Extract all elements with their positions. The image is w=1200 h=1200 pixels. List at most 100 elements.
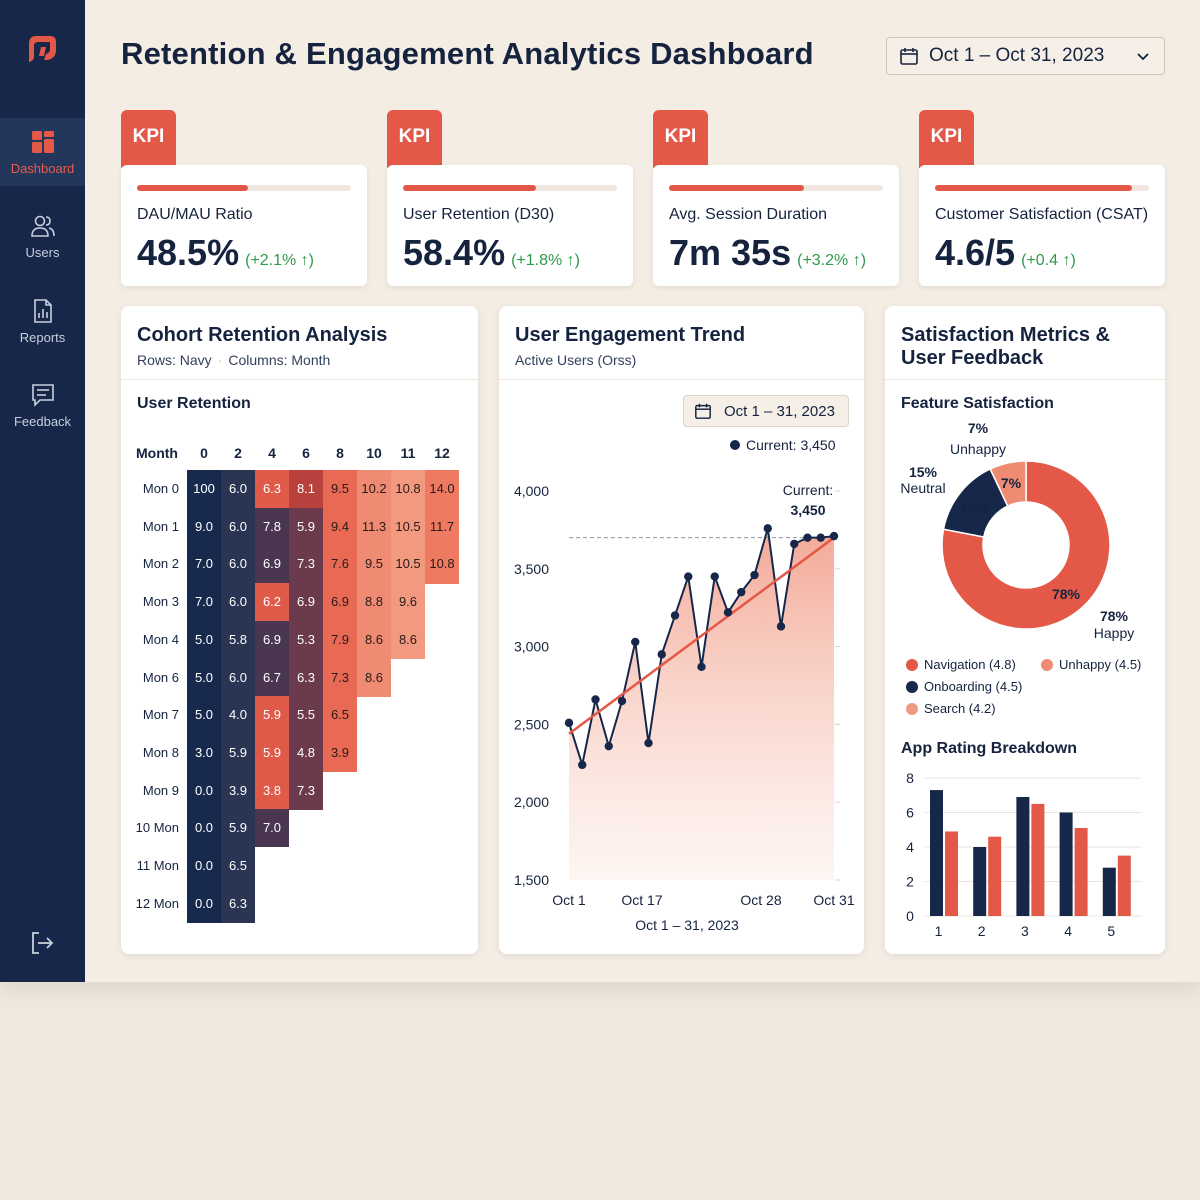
heatmap-cell[interactable]: 0.0 xyxy=(187,809,221,848)
sidebar-item-label: Feedback xyxy=(13,413,72,429)
app-logo-icon[interactable] xyxy=(24,30,62,68)
heatmap-cell[interactable]: 5.3 xyxy=(289,620,323,659)
heatmap-cell[interactable]: 7.9 xyxy=(323,620,357,659)
chip-date-label: Oct 1 – 31, 2023 xyxy=(724,402,835,420)
heatmap-cell[interactable]: 5.0 xyxy=(187,620,221,659)
heatmap-cell[interactable]: 11.7 xyxy=(425,507,459,546)
heatmap-cell[interactable]: 6.5 xyxy=(221,847,255,886)
heatmap-cell[interactable]: 7.3 xyxy=(289,545,323,584)
logout-icon[interactable] xyxy=(29,930,55,956)
heatmap-cell[interactable]: 10.8 xyxy=(391,470,425,509)
users-icon xyxy=(30,215,55,237)
heatmap-cell[interactable]: 4.8 xyxy=(289,733,323,773)
kpi-progress-track xyxy=(669,185,883,191)
legend-label: Navigation (4.8) xyxy=(924,657,1016,672)
sidebar-item-users[interactable]: Users xyxy=(0,202,85,270)
heatmap-cell[interactable]: 6.0 xyxy=(221,507,255,546)
heatmap-cell[interactable]: 6.9 xyxy=(255,620,289,659)
heatmap-cell[interactable]: 4.0 xyxy=(221,696,255,735)
heatmap-cell[interactable]: 9.6 xyxy=(391,583,425,622)
legend-dot xyxy=(906,658,918,671)
kpi-card[interactable]: Customer Satisfaction (CSAT) 4.6/5 (+0.4 ↑… xyxy=(919,165,1165,286)
heatmap-cell[interactable]: 10.5 xyxy=(391,545,425,584)
heatmap-cell[interactable]: 10.8 xyxy=(425,545,459,584)
heatmap-cell[interactable]: 7.0 xyxy=(187,545,221,584)
heatmap-cell[interactable]: 7.0 xyxy=(187,583,221,622)
heatmap-column-header: 0 xyxy=(200,445,208,461)
heatmap-cell[interactable]: 6.3 xyxy=(255,470,289,509)
trend-line xyxy=(568,536,835,735)
heatmap-cell[interactable]: 6.3 xyxy=(221,884,255,923)
heatmap-cell[interactable]: 0.0 xyxy=(187,847,221,886)
panel-title-line2: User Feedback xyxy=(901,347,1044,369)
heatmap-cell[interactable]: 7.8 xyxy=(255,507,289,546)
sidebar-item-dashboard[interactable]: Dashboard xyxy=(0,118,85,186)
heatmap-cell[interactable]: 6.0 xyxy=(221,470,255,509)
heatmap-cell[interactable]: 7.6 xyxy=(323,545,357,584)
heatmap-cell[interactable]: 5.0 xyxy=(187,658,221,697)
sidebar-item-reports[interactable]: Reports xyxy=(0,287,85,355)
heatmap-cell[interactable]: 6.0 xyxy=(221,658,255,697)
heatmap-cell[interactable]: 6.3 xyxy=(289,658,323,697)
heatmap-cell[interactable]: 3.8 xyxy=(255,771,289,810)
rating-bar xyxy=(1059,812,1073,916)
heatmap-cell[interactable]: 9.4 xyxy=(323,507,357,546)
heatmap-cell[interactable]: 7.0 xyxy=(255,809,289,848)
heatmap-cell[interactable]: 5.5 xyxy=(289,696,323,735)
heatmap-cell[interactable]: 6.2 xyxy=(255,583,289,622)
heatmap-cell[interactable]: 14.0 xyxy=(425,470,459,509)
heatmap-cell[interactable]: 6.7 xyxy=(255,658,289,697)
heatmap-cell[interactable]: 7.3 xyxy=(289,771,323,810)
heatmap-cell[interactable]: 8.1 xyxy=(289,470,323,509)
heatmap-cell[interactable]: 6.9 xyxy=(289,583,323,622)
heatmap-cell[interactable]: 10.5 xyxy=(391,507,425,546)
heatmap-cell[interactable]: 8.8 xyxy=(357,583,391,622)
x-axis-caption: Oct 1 – 31, 2023 xyxy=(635,917,739,933)
heatmap-cell[interactable]: 5.8 xyxy=(221,620,255,659)
heatmap-cell[interactable]: 5.9 xyxy=(221,809,255,848)
subtitle-columns: Columns: Month xyxy=(228,352,331,368)
heatmap-cell[interactable]: 7.3 xyxy=(323,658,357,697)
kpi-card[interactable]: User Retention (D30) 58.4% (+1.8% ↑) xyxy=(387,165,633,286)
heatmap-column-header: 12 xyxy=(434,445,450,461)
heatmap-cell[interactable]: 6.5 xyxy=(323,696,357,735)
heatmap-cell[interactable]: 3.9 xyxy=(323,733,357,773)
heatmap-cell[interactable]: 8.6 xyxy=(357,620,391,659)
heatmap-cell[interactable]: 9.5 xyxy=(323,470,357,509)
heatmap-row-label: Mon 7 xyxy=(142,707,179,723)
data-point xyxy=(670,611,680,620)
heatmap-cell[interactable]: 5.9 xyxy=(221,733,255,773)
cohort-retention-panel: Cohort Retention Analysis Rows: Navy · Col… xyxy=(121,306,478,954)
heatmap-cell[interactable]: 6.0 xyxy=(221,545,255,584)
heatmap-column-header: 11 xyxy=(400,445,416,461)
heatmap-cell[interactable]: 5.9 xyxy=(255,696,289,735)
heatmap-cell[interactable]: 5.9 xyxy=(289,507,323,546)
heatmap-cell[interactable]: 6.9 xyxy=(255,545,289,584)
y-tick-label: 2,000 xyxy=(514,794,549,810)
heatmap-cell[interactable]: 9.5 xyxy=(357,545,391,584)
kpi-card[interactable]: Avg. Session Duration 7m 35s (+3.2% ↑) xyxy=(653,165,899,286)
kpi-value: 58.4% xyxy=(403,232,506,273)
heatmap-cell[interactable]: 11.3 xyxy=(357,507,391,546)
heatmap-cell[interactable]: 5.9 xyxy=(255,733,289,773)
heatmap-cell[interactable]: 3.0 xyxy=(187,733,221,773)
kpi-card[interactable]: DAU/MAU Ratio 48.5% (+2.1% ↑) xyxy=(121,165,367,286)
heatmap-cell[interactable]: 9.0 xyxy=(187,507,221,546)
heatmap-row-label: 11 Mon xyxy=(136,858,179,873)
heatmap-cell[interactable]: 6.0 xyxy=(221,583,255,622)
heatmap-cell[interactable]: 6.9 xyxy=(323,583,357,622)
sidebar-item-feedback[interactable]: Feedback xyxy=(0,371,85,439)
heatmap-cell[interactable]: 0.0 xyxy=(187,884,221,923)
heatmap-cell[interactable]: 8.6 xyxy=(357,658,391,697)
date-range-picker[interactable]: Oct 1 – Oct 31, 2023 xyxy=(886,37,1165,75)
heatmap-cell[interactable]: 3.9 xyxy=(221,771,255,810)
heatmap-cell[interactable]: 0.0 xyxy=(187,771,221,810)
heatmap-cell[interactable]: 5.0 xyxy=(187,696,221,735)
chart-legend: Current: 3,450 xyxy=(730,437,836,453)
legend-dot xyxy=(906,702,918,715)
heatmap-cell[interactable]: 10.2 xyxy=(357,470,391,509)
heatmap-cell[interactable]: 100 xyxy=(187,470,221,509)
heatmap-cell[interactable]: 8.6 xyxy=(391,620,425,659)
kpi-delta: (+2.1% ↑) xyxy=(245,252,314,269)
chart-date-chip[interactable]: Oct 1 – 31, 2023 xyxy=(683,395,849,427)
